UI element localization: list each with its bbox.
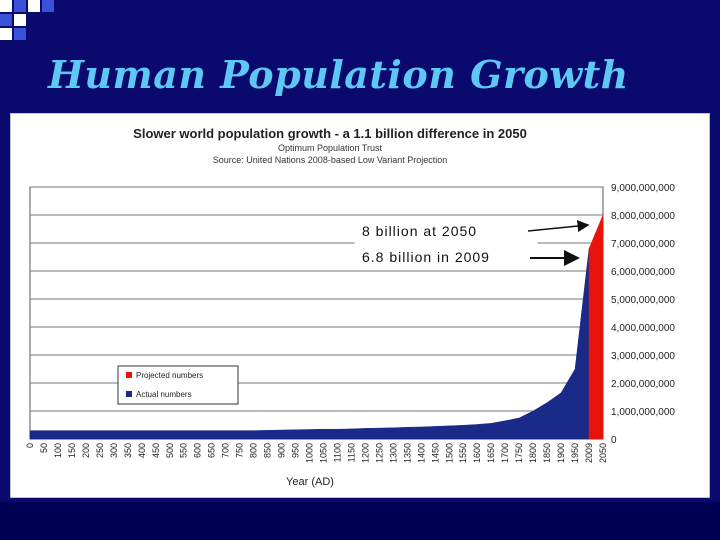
x-tick-label: 1650 <box>486 443 496 463</box>
x-tick-label: 600 <box>193 443 203 458</box>
annotation-box <box>354 217 538 270</box>
chart-legend: Projected numbers Actual numbers <box>117 365 239 405</box>
chart-source: Source: United Nations 2008-based Low Va… <box>213 155 447 165</box>
y-tick-label: 1,000,000,000 <box>611 407 675 418</box>
x-tick-label: 2050 <box>598 443 608 463</box>
x-tick-label: 1350 <box>402 443 412 463</box>
x-tick-label: 2009 <box>584 443 594 463</box>
x-tick-label: 200 <box>81 443 91 458</box>
x-tick-label: 400 <box>137 443 147 458</box>
x-tick-label: 700 <box>221 443 231 458</box>
x-tick-label: 850 <box>263 443 273 458</box>
x-tick-label: 1700 <box>500 443 510 463</box>
x-tick-label: 150 <box>67 443 77 458</box>
actual-series-area <box>29 248 590 440</box>
x-axis-label: Year (AD) <box>286 476 334 488</box>
y-tick-label: 2,000,000,000 <box>611 379 675 390</box>
x-tick-label: 1150 <box>346 443 356 462</box>
x-tick-label: 1750 <box>514 443 524 463</box>
x-tick-label: 1950 <box>570 443 580 463</box>
y-tick-label: 9,000,000,000 <box>611 183 675 194</box>
x-tick-label: 900 <box>277 443 287 458</box>
legend-swatch-actual <box>126 391 132 397</box>
x-tick-label: 1600 <box>472 443 482 463</box>
legend-swatch-projected <box>126 372 132 378</box>
chart-subtitle: Optimum Population Trust <box>278 143 383 153</box>
x-tick-label: 450 <box>151 443 161 458</box>
x-tick-label: 300 <box>109 443 119 458</box>
x-tick-label: 950 <box>291 443 301 458</box>
projected-series-area <box>588 214 604 440</box>
x-tick-label: 1100 <box>332 443 342 462</box>
chart-panel: Slower world population growth - a 1.1 b… <box>10 113 710 498</box>
chart-title: Slower world population growth - a 1.1 b… <box>133 126 527 141</box>
annotation-2050-text: 8 billion at 2050 <box>362 223 477 239</box>
y-tick-label: 6,000,000,000 <box>611 267 675 278</box>
legend-box <box>117 365 239 405</box>
legend-label-projected: Projected numbers <box>136 371 203 380</box>
x-tick-label: 0 <box>25 443 35 448</box>
y-tick-label: 0 <box>611 435 617 446</box>
annotation-2050: 8 billion at 2050 <box>354 217 590 270</box>
annotation-2009: 6.8 billion in 2009 <box>362 249 580 266</box>
x-tick-label: 1900 <box>556 443 566 463</box>
bottom-bar <box>0 502 720 540</box>
corner-squares-decoration <box>0 0 54 40</box>
slide-title: Human Population Growth <box>48 52 629 97</box>
y-tick-label: 7,000,000,000 <box>611 239 675 250</box>
x-tick-label: 100 <box>53 443 63 458</box>
x-tick-label: 1850 <box>542 443 552 463</box>
y-tick-label: 4,000,000,000 <box>611 323 675 334</box>
x-tick-label: 750 <box>235 443 245 458</box>
x-tick-label: 800 <box>249 443 259 458</box>
x-tick-label: 1300 <box>388 443 398 463</box>
y-tick-label: 8,000,000,000 <box>611 211 675 222</box>
y-tick-layer: 0 1,000,000,000 2,000,000,000 3,000,000,000… <box>611 183 675 446</box>
x-tick-layer: 0 50 100 150 200 250 300 350 400 450 500 550 600 650 7… <box>25 443 608 463</box>
annotation-2009-text: 6.8 billion in 2009 <box>362 249 490 265</box>
x-tick-label: 1250 <box>374 443 384 463</box>
x-tick-label: 1400 <box>416 443 426 463</box>
x-tick-label: 1000 <box>305 443 315 463</box>
y-tick-label: 5,000,000,000 <box>611 295 675 306</box>
x-tick-label: 500 <box>165 443 175 458</box>
x-tick-label: 1800 <box>528 443 538 463</box>
area-layer <box>29 214 604 440</box>
x-tick-label: 650 <box>207 443 217 458</box>
x-tick-label: 550 <box>179 443 189 458</box>
population-chart: Slower world population growth - a 1.1 b… <box>10 113 710 498</box>
x-tick-label: 50 <box>39 443 49 453</box>
x-tick-label: 250 <box>95 443 105 458</box>
x-tick-label: 1550 <box>458 443 468 463</box>
x-tick-label: 1200 <box>360 443 370 463</box>
annotation-2050-arrow <box>527 220 590 233</box>
y-tick-label: 3,000,000,000 <box>611 351 675 362</box>
legend-label-actual: Actual numbers <box>136 390 192 399</box>
x-tick-label: 1050 <box>318 443 328 463</box>
x-tick-label: 1450 <box>430 443 440 463</box>
x-tick-label: 350 <box>123 443 133 458</box>
x-tick-label: 1500 <box>444 443 454 463</box>
